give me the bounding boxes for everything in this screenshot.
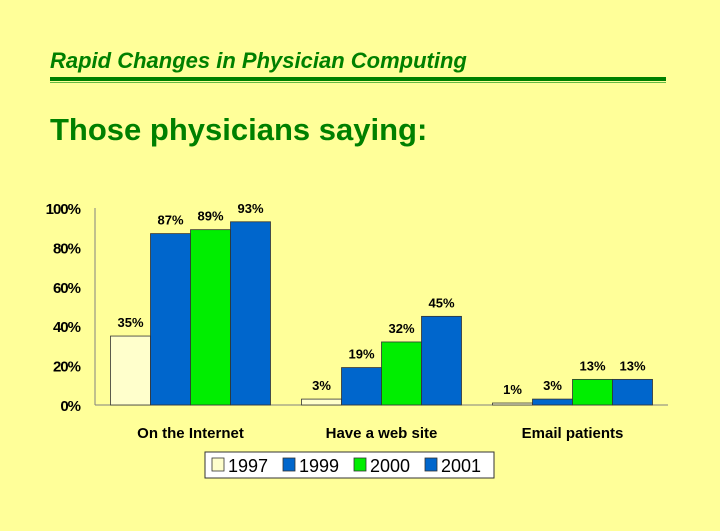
- bar-1997: [301, 398, 342, 406]
- legend-label: 2000: [370, 456, 410, 476]
- data-label: 3%: [543, 378, 562, 393]
- data-label: 93%: [237, 201, 263, 216]
- y-tick-label: 80%: [53, 240, 81, 257]
- y-tick-label: 0%: [60, 398, 80, 415]
- legend-swatch-2000: [353, 457, 367, 472]
- bar-2000: [381, 341, 422, 406]
- slide-subtitle: Those physicians saying:: [50, 112, 428, 147]
- title-divider: [50, 77, 666, 81]
- title-divider-thin: [50, 82, 666, 83]
- data-label: 13%: [619, 358, 645, 373]
- bar-2001: [421, 315, 462, 406]
- slide-title: Rapid Changes in Physician Computing: [50, 48, 467, 73]
- bar-2000: [572, 378, 613, 406]
- data-label: 19%: [348, 347, 374, 362]
- y-tick-label: 40%: [53, 319, 81, 336]
- data-label: 3%: [312, 378, 331, 393]
- data-label: 1%: [503, 382, 522, 397]
- legend-label: 1997: [228, 456, 268, 476]
- data-label: 35%: [117, 315, 143, 330]
- legend-swatch-1999: [282, 457, 296, 472]
- legend-label: 1999: [299, 456, 339, 476]
- data-label: 87%: [157, 213, 183, 228]
- bar-1999: [532, 398, 573, 406]
- bar-1997: [492, 402, 533, 406]
- data-label: 13%: [579, 358, 605, 373]
- bar-2000: [190, 229, 231, 406]
- bar-1997: [110, 335, 151, 406]
- bar-2001: [612, 378, 653, 406]
- data-label: 89%: [197, 209, 223, 224]
- y-tick-label: 100%: [46, 201, 81, 218]
- x-category-label: Email patients: [522, 425, 624, 442]
- x-category-label: Have a web site: [326, 425, 438, 442]
- y-tick-label: 60%: [53, 280, 81, 297]
- bar-1999: [150, 233, 191, 406]
- legend-box: [204, 451, 495, 479]
- data-label: 32%: [388, 321, 414, 336]
- legend-swatch-1997: [211, 457, 225, 472]
- bar-1999: [341, 367, 382, 406]
- legend-label: 2001: [441, 456, 481, 476]
- x-category-label: On the Internet: [137, 425, 244, 442]
- legend-swatch-2001: [424, 457, 438, 472]
- data-label: 45%: [428, 295, 454, 310]
- bar-2001: [230, 221, 271, 406]
- y-tick-label: 20%: [53, 359, 81, 376]
